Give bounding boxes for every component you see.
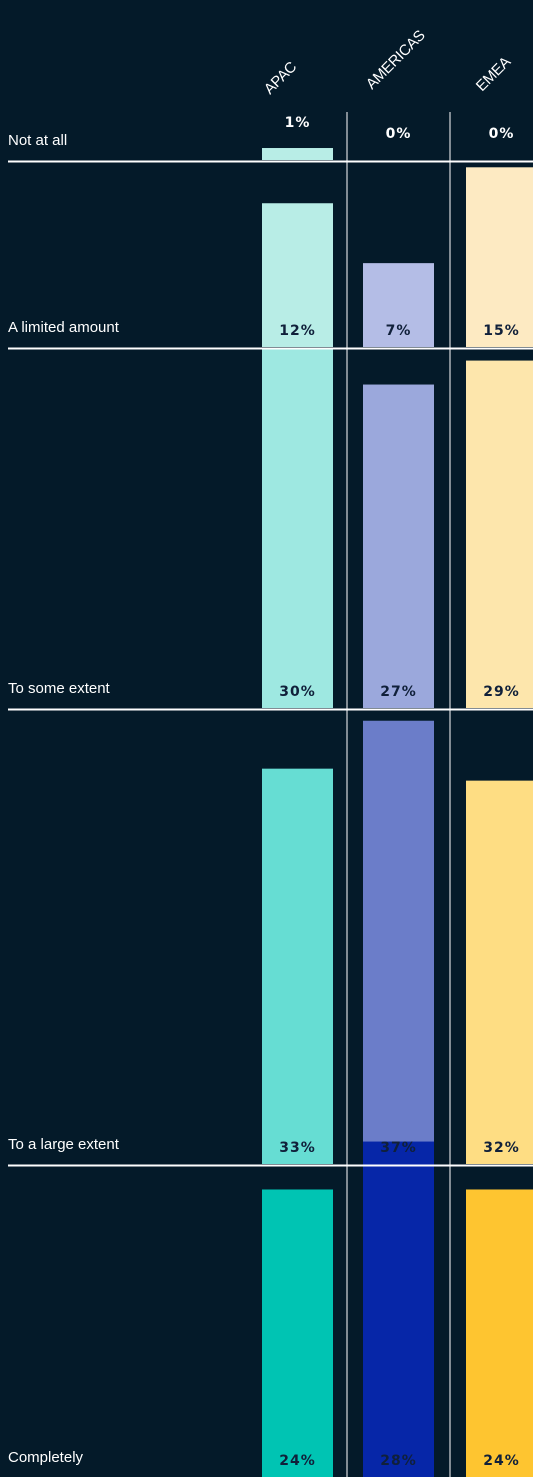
- value-label-emea-not-at-all: 0%: [489, 126, 515, 142]
- value-label-americas-to-a-large-extent: 37%: [380, 1140, 417, 1156]
- value-label-americas-a-limited-amount: 7%: [386, 323, 412, 339]
- value-label-americas-completely: 28%: [380, 1453, 417, 1469]
- bar-apac-to-some-extent: [262, 348, 333, 708]
- bar-americas-a-limited-amount: [363, 263, 434, 347]
- row-labels: Not at all A limited amount To some extent…: [8, 132, 120, 1466]
- row-label-not-at-all: Not at all: [8, 132, 67, 149]
- region-label-americas: AMERICAS: [363, 27, 429, 93]
- value-label-emea-a-limited-amount: 15%: [483, 323, 520, 339]
- value-label-americas-not-at-all: 0%: [386, 126, 412, 142]
- bar-americas-to-a-large-extent: [363, 720, 434, 1164]
- value-label-apac-a-limited-amount: 12%: [279, 323, 316, 339]
- value-label-apac-to-a-large-extent: 33%: [279, 1140, 316, 1156]
- value-label-emea-to-a-large-extent: 32%: [483, 1140, 520, 1156]
- value-labels: 1% 0% 0% 12% 7% 15% 30% 27% 29% 33% 37% 32% 24% 28% 24…: [279, 115, 520, 1469]
- region-labels: APAC AMERICAS EMEA: [261, 27, 514, 98]
- value-label-emea-to-some-extent: 29%: [483, 684, 520, 700]
- row-label-to-some-extent: To some extent: [8, 680, 111, 697]
- bar-apac-to-a-large-extent: [262, 768, 333, 1164]
- dividers: [8, 112, 533, 1477]
- row-label-completely: Completely: [8, 1449, 84, 1466]
- row-label-a-limited-amount: A limited amount: [8, 319, 120, 336]
- value-label-emea-completely: 24%: [483, 1453, 520, 1469]
- bar-apac-not-at-all: [262, 148, 333, 160]
- region-label-emea: EMEA: [473, 53, 514, 94]
- value-label-apac-not-at-all: 1%: [285, 115, 311, 131]
- bar-emea-to-a-large-extent: [466, 780, 533, 1164]
- bar-emea-to-some-extent: [466, 360, 533, 708]
- value-label-apac-to-some-extent: 30%: [279, 684, 316, 700]
- bar-emea-a-limited-amount: [466, 167, 533, 347]
- row-label-to-a-large-extent: To a large extent: [8, 1136, 120, 1153]
- bar-americas-to-some-extent: [363, 384, 434, 708]
- bar-apac-a-limited-amount: [262, 203, 333, 347]
- bars: [262, 148, 533, 1477]
- value-label-apac-completely: 24%: [279, 1453, 316, 1469]
- region-label-apac: APAC: [261, 58, 301, 98]
- value-label-americas-to-some-extent: 27%: [380, 684, 417, 700]
- bar-apac-completely: [262, 1189, 333, 1477]
- bar-emea-completely: [466, 1189, 533, 1477]
- bar-americas-completely: [363, 1141, 434, 1477]
